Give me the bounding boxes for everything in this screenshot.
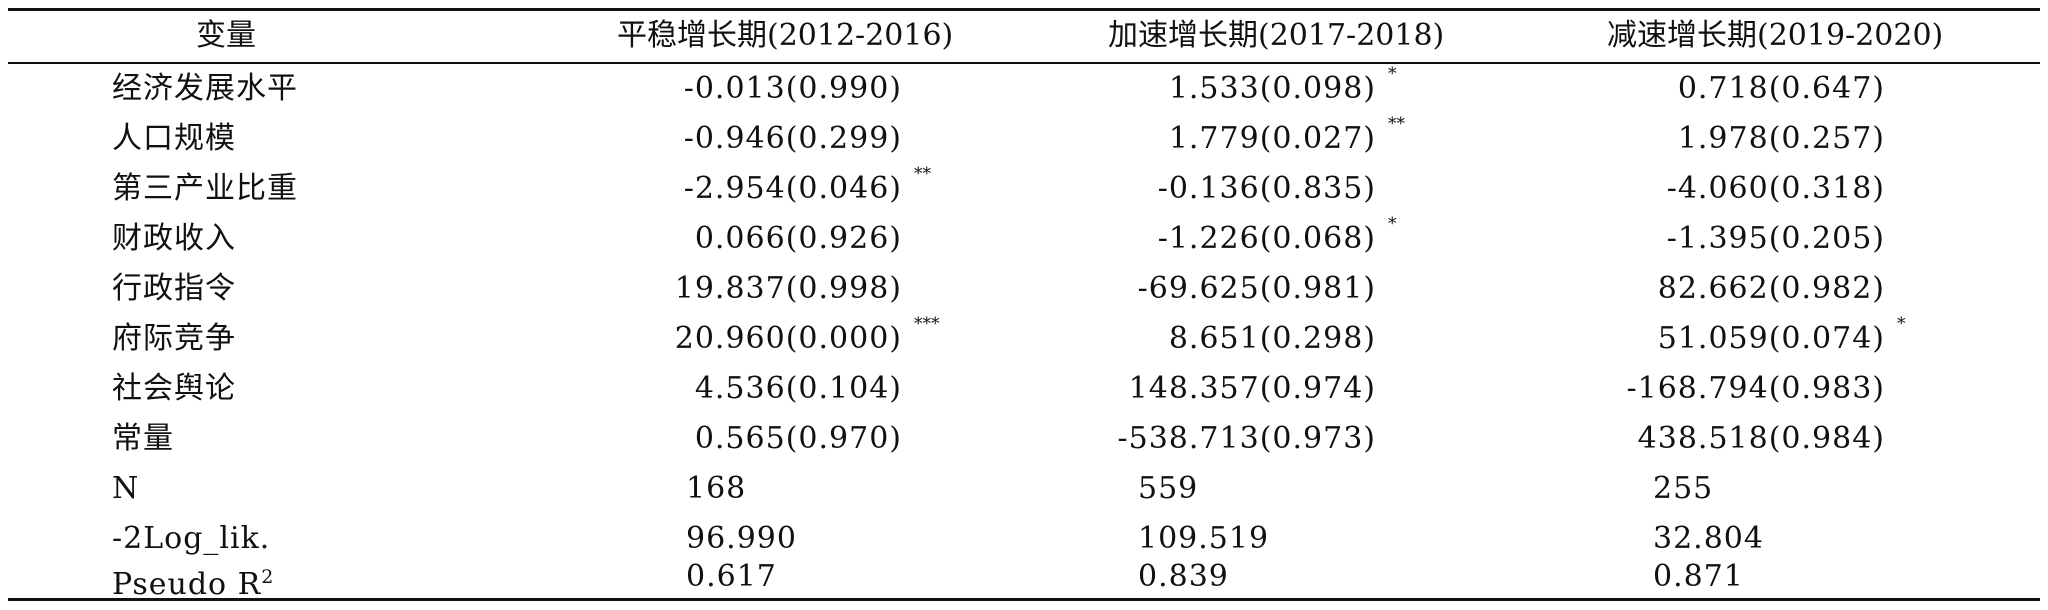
coef-cell: 82.662(0.982) (1657, 271, 1885, 306)
significance-mark: *** (914, 314, 940, 334)
coef-cell: -0.946(0.299) (683, 121, 902, 156)
coef-cell: 1.978(0.257) (1677, 121, 1885, 156)
bottom-rule (8, 598, 2040, 601)
significance-mark: ** (914, 164, 931, 184)
coef-cell: -1.226(0.068) * (1158, 214, 1397, 264)
significance-mark: ** (1388, 114, 1405, 134)
coef-cell: -4.060(0.318) (1666, 171, 1885, 206)
table-row: 财政收入 0.066(0.926) -1.226(0.068) * -1.395(… (0, 214, 2048, 264)
row-label: 行政指令 (112, 271, 236, 306)
header-variable: 变量 (196, 18, 256, 53)
stats-row: Pseudo R2 0.617 0.839 0.871 (0, 552, 2048, 602)
coef-cell: -538.713(0.973) (1117, 421, 1376, 456)
stat-label: Pseudo R2 (112, 566, 275, 602)
stat-cell: 559 (1138, 471, 1199, 506)
coef-cell: -1.395(0.205) (1666, 221, 1885, 256)
stat-cell: 32.804 (1653, 521, 1764, 556)
stat-cell: 96.990 (686, 521, 797, 556)
coef-cell: 0.066(0.926) (694, 221, 902, 256)
header-stable-growth: 平稳增长期(2012-2016) (617, 18, 954, 53)
coef-cell: 8.651(0.298) (1168, 321, 1376, 356)
coef-cell: 1.533(0.098) * (1169, 64, 1397, 114)
header-rule (8, 62, 2040, 64)
stats-row: -2Log_lik. 96.990 109.519 32.804 (0, 514, 2048, 564)
coef-cell: -0.136(0.835) (1157, 171, 1376, 206)
stat-cell: 0.871 (1653, 559, 1744, 594)
significance-mark: * (1388, 214, 1397, 234)
coef-cell: 1.779(0.027) ** (1169, 114, 1405, 164)
top-rule (8, 8, 2040, 11)
table-row: 常量 0.565(0.970) -538.713(0.973) 438.518(… (0, 414, 2048, 464)
superscript: 2 (261, 566, 275, 588)
significance-mark: * (1388, 64, 1397, 84)
coef-cell: 148.357(0.974) (1128, 371, 1376, 406)
stat-cell: 0.839 (1138, 559, 1229, 594)
significance-mark: * (1897, 314, 1906, 334)
row-label: 常量 (112, 421, 174, 456)
coef-cell: 0.718(0.647) (1677, 71, 1885, 106)
coef-cell: 51.059(0.074) * (1658, 314, 1906, 364)
coef-cell: 438.518(0.984) (1637, 421, 1885, 456)
stat-cell: 109.519 (1138, 521, 1270, 556)
coef-cell: 0.565(0.970) (694, 421, 902, 456)
row-label: 财政收入 (112, 221, 236, 256)
table-row: 府际竞争 20.960(0.000) *** 8.651(0.298) 51.05… (0, 314, 2048, 364)
stat-cell: 168 (686, 471, 747, 506)
table-row: 人口规模 -0.946(0.299) 1.779(0.027) ** 1.978(… (0, 114, 2048, 164)
row-label: 府际竞争 (112, 321, 236, 356)
coef-cell: -0.013(0.990) (683, 71, 902, 106)
stat-cell: 255 (1653, 471, 1714, 506)
row-label: 经济发展水平 (112, 71, 298, 106)
header-decelerated-growth: 减速增长期(2019-2020) (1607, 18, 1944, 53)
row-label: 社会舆论 (112, 371, 236, 406)
coef-cell: -2.954(0.046) ** (684, 164, 931, 214)
table-row: 社会舆论 4.536(0.104) 148.357(0.974) -168.79… (0, 364, 2048, 414)
table-row: 行政指令 19.837(0.998) -69.625(0.981) 82.662… (0, 264, 2048, 314)
coef-cell: -69.625(0.981) (1137, 271, 1376, 306)
coef-cell: 20.960(0.000) *** (675, 314, 940, 364)
header-accelerated-growth: 加速增长期(2017-2018) (1108, 18, 1445, 53)
stat-label: N (112, 471, 140, 506)
stats-row: N 168 559 255 (0, 464, 2048, 514)
row-label: 第三产业比重 (112, 171, 298, 206)
coef-cell: 4.536(0.104) (694, 371, 902, 406)
stat-label: -2Log_lik. (112, 521, 271, 556)
coef-cell: -168.794(0.983) (1626, 371, 1885, 406)
table-row: 第三产业比重 -2.954(0.046) ** -0.136(0.835) -4.… (0, 164, 2048, 214)
table-row: 经济发展水平 -0.013(0.990) 1.533(0.098) * 0.718… (0, 64, 2048, 114)
coef-cell: 19.837(0.998) (674, 271, 902, 306)
row-label: 人口规模 (112, 121, 236, 156)
stat-cell: 0.617 (686, 559, 777, 594)
